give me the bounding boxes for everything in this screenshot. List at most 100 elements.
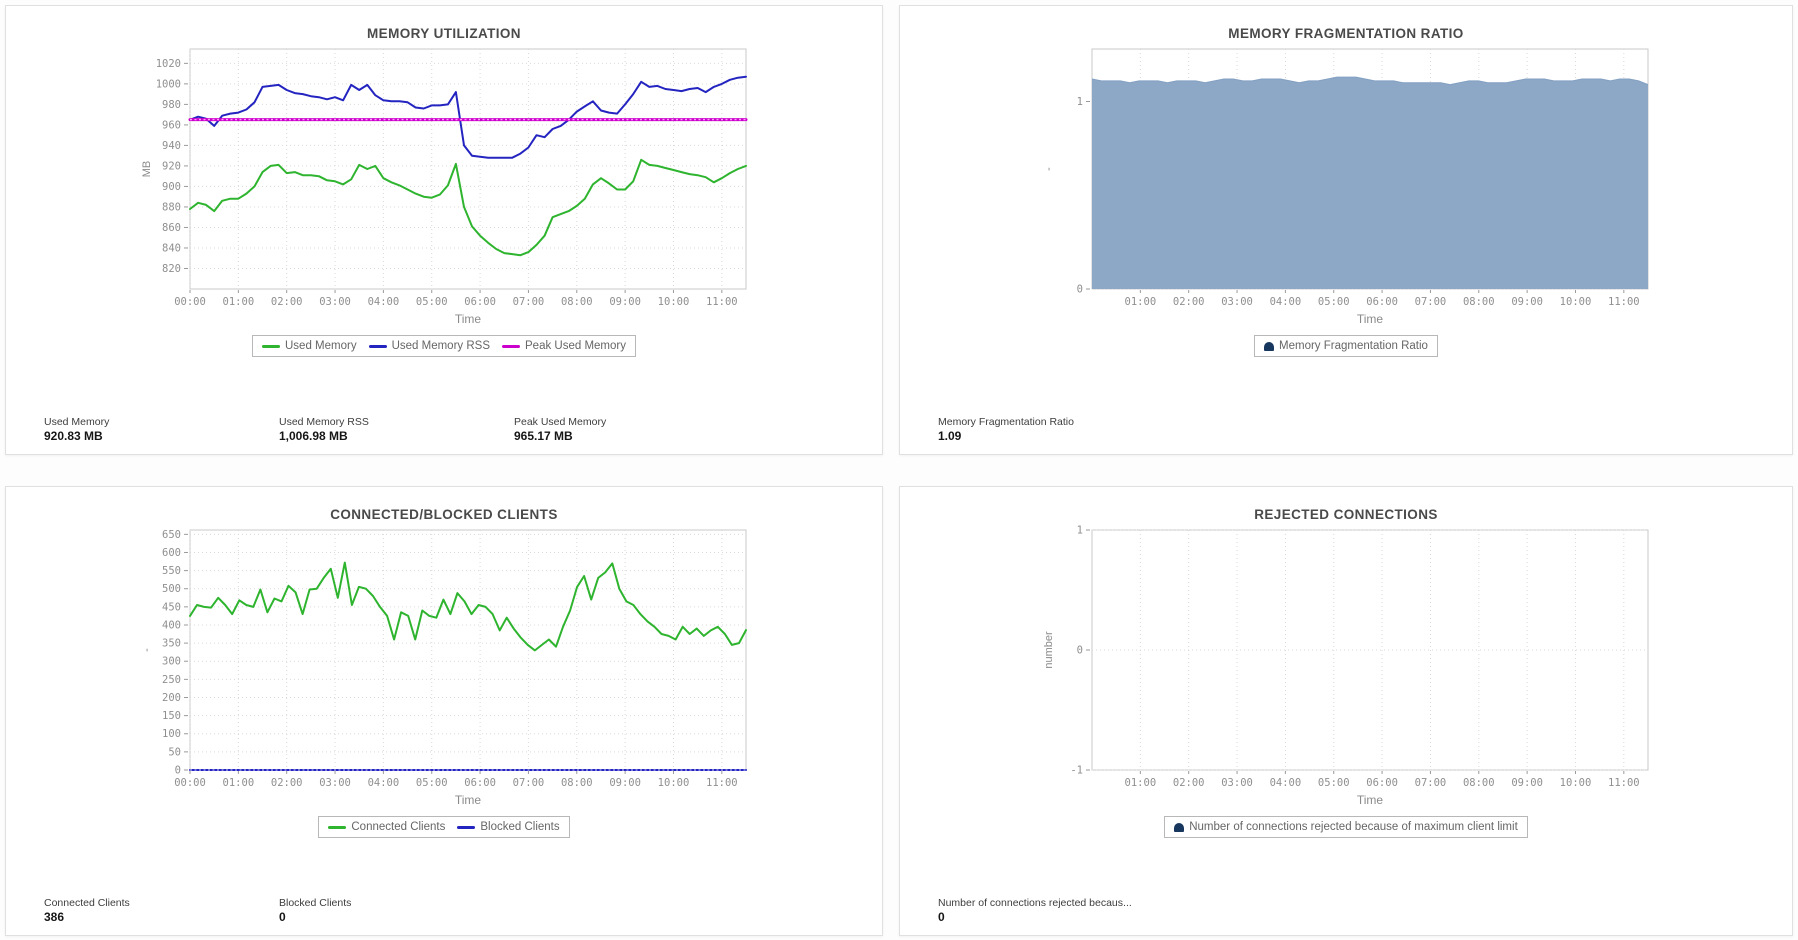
x-tick-label: 07:00 xyxy=(1415,296,1447,308)
legend-label: Connected Clients xyxy=(351,821,446,833)
chart-stats: Number of connections rejected becaus...… xyxy=(938,896,1173,925)
x-tick-label: 03:00 xyxy=(1221,296,1253,308)
chart-memory-fragmentation-ratio: 01:00 02:00 03:00 04:00 05:00 06:00 07:00 08:00… xyxy=(1043,48,1649,326)
y-tick-label: 600 xyxy=(162,547,181,559)
legend-label: Blocked Clients xyxy=(480,821,560,833)
legend-item[interactable]: Number of connections rejected because o… xyxy=(1174,820,1518,834)
area-series-icon xyxy=(1174,822,1185,832)
y-tick-label: 900 xyxy=(162,181,181,193)
x-tick-label: 07:00 xyxy=(1415,777,1447,789)
stat-label: Peak Used Memory xyxy=(514,416,607,428)
y-tick-label: 880 xyxy=(162,201,181,213)
legend-item[interactable]: Peak Used Memory xyxy=(502,339,626,353)
stat-value: 1,006.98 MB xyxy=(279,429,348,443)
line-series-icon xyxy=(457,825,476,829)
series-line xyxy=(189,158,747,257)
chart-canvas[interactable]: 00:00 01:00 02:00 03:00 04:00 05:00 06:00 07:00… xyxy=(134,43,754,335)
legend-item[interactable]: Used Memory xyxy=(262,339,357,353)
chart-legend[interactable]: Number of connections rejected because o… xyxy=(1164,816,1528,838)
y-tick-label: 550 xyxy=(162,565,181,577)
x-axis-title: Time xyxy=(1357,312,1384,326)
x-tick-label: 11:00 xyxy=(706,777,738,789)
legend-item[interactable]: Memory Fragmentation Ratio xyxy=(1264,339,1428,353)
line-series-icon xyxy=(262,344,280,348)
panel-rejected-connections: REJECTED CONNECTIONS 01:00 02:00 03:00 04:0… xyxy=(899,486,1793,936)
stat-value: 0 xyxy=(279,910,286,924)
series-line xyxy=(189,561,747,652)
x-tick-label: 04:00 xyxy=(1270,777,1302,789)
x-tick-label: 06:00 xyxy=(464,777,496,789)
chart-title: MEMORY FRAGMENTATION RATIO xyxy=(1228,26,1464,41)
chart-title: REJECTED CONNECTIONS xyxy=(1254,507,1438,522)
y-tick-label: 1 xyxy=(1077,525,1083,537)
stat-value: 0 xyxy=(938,910,945,924)
y-tick-label: 840 xyxy=(162,242,181,254)
line-series-icon xyxy=(502,344,520,348)
chart-canvas[interactable]: 01:00 02:00 03:00 04:00 05:00 06:00 07:00 08:00… xyxy=(1036,43,1656,335)
x-tick-label: 01:00 xyxy=(1125,296,1157,308)
chart-connected-blocked-clients: 00:00 01:00 02:00 03:00 04:00 05:00 06:00 07:00… xyxy=(141,529,747,807)
chart-legend[interactable]: Connected Clients Blocked Clients xyxy=(318,816,570,838)
legend-label: Used Memory RSS xyxy=(391,340,490,352)
x-tick-label: 05:00 xyxy=(1318,296,1350,308)
y-axis-title: MB xyxy=(141,161,153,178)
stat-label: Connected Clients xyxy=(44,897,130,909)
series-area-edge xyxy=(1091,76,1649,86)
x-tick-label: 11:00 xyxy=(706,296,738,308)
panel-memory-utilization: MEMORY UTILIZATION 00:00 01:00 02:00 03:00 0… xyxy=(5,5,883,455)
x-tick-label: 00:00 xyxy=(174,296,206,308)
stat-block: Blocked Clients 0 xyxy=(279,896,514,925)
x-tick-label: 08:00 xyxy=(1463,296,1495,308)
x-tick-label: 09:00 xyxy=(609,296,641,308)
x-tick-label: 09:00 xyxy=(1511,777,1543,789)
chart-stats: Memory Fragmentation Ratio 1.09 xyxy=(938,415,1173,444)
x-tick-label: 08:00 xyxy=(561,296,593,308)
x-tick-label: 06:00 xyxy=(1366,296,1398,308)
legend-item[interactable]: Connected Clients xyxy=(328,820,445,834)
y-tick-label: 1000 xyxy=(156,78,181,90)
legend-label: Number of connections rejected because o… xyxy=(1189,821,1518,833)
x-tick-label: 07:00 xyxy=(513,296,545,308)
x-axis-title: Time xyxy=(1357,793,1384,807)
y-tick-label: 50 xyxy=(168,746,181,758)
chart-stats: Used Memory 920.83 MB Used Memory RSS 1,006… xyxy=(44,415,749,444)
x-tick-label: 07:00 xyxy=(513,777,545,789)
chart-canvas[interactable]: 00:00 01:00 02:00 03:00 04:00 05:00 06:00 07:00… xyxy=(134,524,754,816)
chart-memory-utilization: 00:00 01:00 02:00 03:00 04:00 05:00 06:00 07:00… xyxy=(141,48,748,326)
x-tick-label: 02:00 xyxy=(271,296,303,308)
stat-label: Number of connections rejected becaus... xyxy=(938,897,1132,909)
chart-legend[interactable]: Used Memory Used Memory RSS Peak Used Memo… xyxy=(252,335,636,357)
y-tick-label: 960 xyxy=(162,119,181,131)
line-series-icon xyxy=(328,825,347,829)
y-tick-label: 0 xyxy=(1077,284,1083,296)
chart-title: CONNECTED/BLOCKED CLIENTS xyxy=(330,507,558,522)
chart-canvas[interactable]: 01:00 02:00 03:00 04:00 05:00 06:00 07:00 08:00… xyxy=(1036,524,1656,816)
y-tick-label: 820 xyxy=(162,263,181,275)
x-tick-label: 01:00 xyxy=(223,296,255,308)
y-tick-label: 650 xyxy=(162,529,181,541)
x-axis-title: Time xyxy=(455,793,482,807)
x-tick-label: 04:00 xyxy=(368,777,400,789)
y-tick-label: 450 xyxy=(162,601,181,613)
x-tick-label: 04:00 xyxy=(1270,296,1302,308)
y-tick-label: 250 xyxy=(162,674,181,686)
stat-label: Blocked Clients xyxy=(279,897,352,909)
y-tick-label: 980 xyxy=(162,99,181,111)
legend-label: Used Memory xyxy=(285,340,357,352)
x-tick-label: 09:00 xyxy=(609,777,641,789)
y-tick-label: 1020 xyxy=(156,58,181,70)
y-tick-label: 350 xyxy=(162,638,181,650)
x-axis-title: Time xyxy=(455,312,482,326)
legend-item[interactable]: Used Memory RSS xyxy=(368,339,490,353)
x-tick-label: 03:00 xyxy=(1221,777,1253,789)
legend-item[interactable]: Blocked Clients xyxy=(457,820,560,834)
stat-value: 920.83 MB xyxy=(44,429,103,443)
x-tick-label: 10:00 xyxy=(658,296,690,308)
y-tick-label: 500 xyxy=(162,583,181,595)
chart-legend[interactable]: Memory Fragmentation Ratio xyxy=(1254,335,1438,357)
panel-memory-fragmentation-ratio: MEMORY FRAGMENTATION RATIO 01:00 02:00 03:… xyxy=(899,5,1793,455)
y-tick-label: -1 xyxy=(1070,765,1083,777)
x-tick-label: 05:00 xyxy=(416,296,448,308)
x-tick-label: 11:00 xyxy=(1608,296,1640,308)
y-tick-label: 940 xyxy=(162,140,181,152)
